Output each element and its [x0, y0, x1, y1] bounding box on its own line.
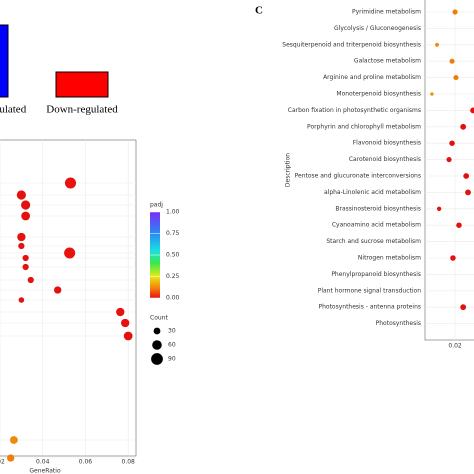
- legend-label: 0.25: [166, 273, 180, 280]
- dot: [22, 254, 29, 262]
- dot: [18, 297, 25, 303]
- bar: [55, 71, 109, 98]
- dot: [452, 9, 458, 15]
- legend-label: 0.00: [166, 295, 180, 302]
- y-axis-label: Description: [285, 153, 292, 187]
- dot: [116, 307, 125, 317]
- dot: [449, 140, 455, 146]
- y-tick-label: Photosynthesis: [376, 320, 421, 327]
- y-tick-label: Sesquiterpenoid and triterpenoid biosynt…: [282, 41, 421, 48]
- panel-label: C: [255, 5, 263, 17]
- bar-label: Down-regulated: [46, 104, 118, 116]
- y-tick-label: Plant hormone signal transduction: [318, 287, 421, 294]
- dot: [9, 436, 18, 444]
- y-tick-label: Photosynthesis - antenna proteins: [318, 304, 421, 311]
- y-tick-label: Porphyrin and chlorophyll metabolism: [307, 123, 421, 130]
- dot: [450, 255, 456, 261]
- x-tick-label: .02: [0, 459, 5, 466]
- dot: [453, 75, 459, 81]
- dot: [64, 177, 77, 189]
- legend-label: 0.50: [166, 252, 180, 259]
- legend-label: 0.75: [166, 230, 180, 237]
- x-tick-label: 0.04: [36, 459, 50, 466]
- dot: [64, 247, 76, 259]
- dot: [460, 304, 467, 311]
- dot: [449, 58, 455, 64]
- y-tick-label: Glycolysis / Gluconeogenesis: [334, 25, 421, 32]
- y-tick-label: Nitrogen metabolism: [358, 255, 421, 262]
- dot: [430, 92, 434, 96]
- dot: [18, 242, 25, 250]
- y-tick-label: Phenylpropanoid biosynthesis: [331, 271, 421, 278]
- x-tick-label: 0.08: [122, 459, 136, 466]
- legend-label: 1.00: [166, 209, 180, 216]
- dot: [470, 107, 474, 114]
- legend-label: 30: [168, 328, 176, 335]
- dot: [463, 173, 470, 179]
- y-tick-label: Starch and sucrose metabolism: [326, 238, 421, 245]
- y-tick-label: Carbon fixation in photosynthetic organi…: [288, 107, 421, 114]
- legend-label: 60: [168, 342, 176, 349]
- dot: [17, 232, 26, 242]
- legend-dot: [151, 353, 163, 365]
- dot: [436, 206, 442, 211]
- dot: [123, 331, 133, 341]
- legend-dot: [153, 327, 161, 335]
- bar: [0, 24, 9, 98]
- bar-label: gulated: [0, 104, 27, 116]
- x-tick-label: 0.06: [79, 459, 93, 466]
- dot: [456, 222, 462, 228]
- dot: [121, 318, 130, 328]
- dot: [435, 42, 439, 47]
- legend-label: 90: [168, 356, 176, 363]
- dot: [21, 200, 31, 210]
- y-tick-label: Arginine and proline metabolism: [323, 74, 421, 81]
- dot: [446, 157, 452, 163]
- y-tick-label: Flavonoid biosynthesis: [353, 140, 421, 147]
- dot: [460, 123, 467, 130]
- dot: [465, 189, 471, 196]
- y-tick-label: Pyrimidine metabolism: [352, 9, 421, 16]
- dot: [27, 276, 34, 284]
- x-axis-label: GeneRatio: [29, 468, 61, 474]
- y-tick-label: alpha-Linolenic acid metabolism: [324, 189, 421, 196]
- dot: [22, 263, 29, 271]
- y-tick-label: Pentose and glucuronate interconversions: [295, 173, 421, 180]
- dot: [16, 190, 26, 200]
- y-tick-label: Galactose metabolism: [354, 58, 421, 65]
- panel-c-frame: [424, 0, 474, 341]
- dot: [7, 454, 15, 462]
- x-tick-label: 0.02: [448, 343, 462, 350]
- legend-title: Count: [150, 315, 168, 322]
- dot: [54, 286, 62, 294]
- y-tick-label: Cyanoamino acid metabolism: [332, 222, 421, 229]
- legend-title: padj: [150, 202, 163, 209]
- dot: [21, 211, 31, 221]
- y-tick-label: Carotenoid biosynthesis: [349, 156, 421, 163]
- y-tick-label: Monoterpenoid biosynthesis: [336, 91, 421, 98]
- y-tick-label: Brassinosteroid biosynthesis: [335, 205, 421, 212]
- legend-dot: [152, 340, 162, 350]
